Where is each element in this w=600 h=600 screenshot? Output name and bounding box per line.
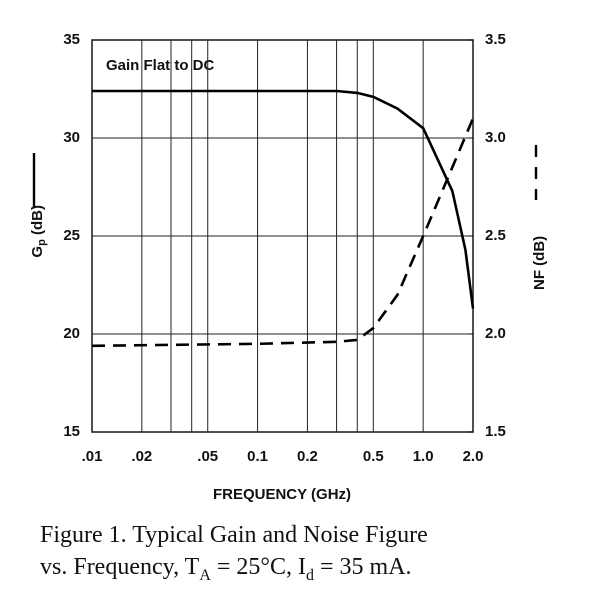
x-tick-label: 0.5 bbox=[363, 448, 384, 465]
y-tick-label: 15 bbox=[63, 423, 80, 440]
y2-tick-label: 2.0 bbox=[485, 325, 506, 342]
y2-tick-label: 3.0 bbox=[485, 129, 506, 146]
annotation: Gain Flat to DC bbox=[106, 57, 215, 74]
y-axis-label-sub: p bbox=[36, 239, 48, 246]
caption-line: Figure 1. Typical Gain and Noise Figure bbox=[40, 522, 428, 548]
y-tick-label: 30 bbox=[63, 129, 80, 146]
caption-part: vs. Frequency, T bbox=[40, 554, 200, 580]
y2-tick-label: 3.5 bbox=[485, 31, 506, 48]
y-tick-label: 35 bbox=[63, 31, 80, 48]
y-axis-label-part: (dB) bbox=[29, 205, 46, 239]
series-line bbox=[92, 89, 475, 309]
y-tick-label: 20 bbox=[63, 325, 80, 342]
y-axis-label: Gp (dB) bbox=[29, 205, 48, 258]
x-tick-label: 2.0 bbox=[463, 448, 484, 465]
y-tick-label: 25 bbox=[63, 227, 80, 244]
caption-part: = 25°C, I bbox=[211, 554, 306, 580]
caption-sub: A bbox=[199, 567, 211, 584]
y2-tick-label: 1.5 bbox=[485, 423, 506, 440]
series-line bbox=[91, 117, 475, 348]
x-tick-label: .01 bbox=[82, 448, 103, 465]
y2-tick-label: 2.5 bbox=[485, 227, 506, 244]
x-tick-label: 0.1 bbox=[247, 448, 268, 465]
y2-axis-label: NF (dB) bbox=[531, 236, 548, 290]
x-tick-label: 1.0 bbox=[413, 448, 434, 465]
caption-part: = 35 mA. bbox=[314, 554, 412, 580]
caption-sub: d bbox=[306, 567, 314, 584]
x-tick-label: .05 bbox=[197, 448, 218, 465]
caption-line: vs. Frequency, TA = 25°C, Id = 35 mA. bbox=[40, 554, 412, 584]
x-axis-label: FREQUENCY (GHz) bbox=[213, 486, 351, 503]
x-tick-label: .02 bbox=[131, 448, 152, 465]
y-axis-label-part: G bbox=[29, 246, 46, 258]
x-tick-label: 0.2 bbox=[297, 448, 318, 465]
